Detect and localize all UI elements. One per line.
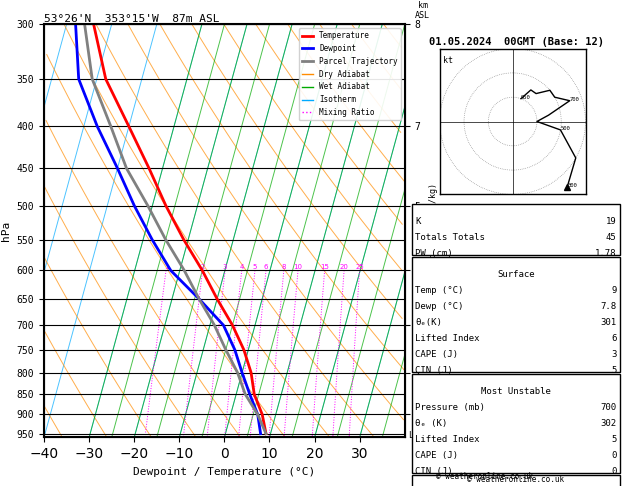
Text: 9: 9 (611, 286, 616, 295)
Text: PW (cm): PW (cm) (415, 249, 453, 258)
Text: © weatheronline.co.uk: © weatheronline.co.uk (436, 472, 533, 481)
Text: 20: 20 (340, 264, 348, 271)
Legend: Temperature, Dewpoint, Parcel Trajectory, Dry Adiabat, Wet Adiabat, Isotherm, Mi: Temperature, Dewpoint, Parcel Trajectory… (299, 28, 401, 120)
Text: 01.05.2024  00GMT (Base: 12): 01.05.2024 00GMT (Base: 12) (429, 37, 604, 47)
Text: Surface: Surface (497, 270, 535, 279)
Text: 3: 3 (223, 264, 227, 271)
Text: Most Unstable: Most Unstable (481, 387, 551, 396)
Text: 19: 19 (606, 217, 616, 226)
Text: 950: 950 (521, 95, 531, 100)
Text: 5: 5 (253, 264, 257, 271)
Text: CIN (J): CIN (J) (415, 366, 453, 375)
Text: 25: 25 (355, 264, 364, 271)
Y-axis label: hPa: hPa (1, 221, 11, 241)
Text: 4: 4 (240, 264, 244, 271)
Text: 7.8: 7.8 (600, 302, 616, 311)
Text: 0: 0 (611, 467, 616, 476)
Text: 8: 8 (282, 264, 286, 271)
Text: 6: 6 (264, 264, 268, 271)
Text: 45: 45 (606, 233, 616, 242)
Text: 301: 301 (600, 318, 616, 327)
Text: 700: 700 (570, 97, 579, 102)
Text: 2: 2 (200, 264, 204, 271)
Text: 0: 0 (611, 451, 616, 460)
Text: Temp (°C): Temp (°C) (415, 286, 464, 295)
Text: 1: 1 (164, 264, 168, 271)
Text: θₑ(K): θₑ(K) (415, 318, 442, 327)
X-axis label: Dewpoint / Temperature (°C): Dewpoint / Temperature (°C) (133, 467, 316, 477)
Text: 10: 10 (294, 264, 303, 271)
Text: 500: 500 (560, 126, 571, 131)
Text: Totals Totals: Totals Totals (415, 233, 485, 242)
Text: θₑ (K): θₑ (K) (415, 419, 447, 428)
Text: 3: 3 (611, 350, 616, 359)
Text: kt: kt (443, 56, 453, 65)
Text: 6: 6 (611, 334, 616, 343)
Text: 1.78: 1.78 (595, 249, 616, 258)
Text: Lifted Index: Lifted Index (415, 435, 480, 444)
Text: km
ASL: km ASL (415, 1, 430, 20)
Text: 5: 5 (611, 366, 616, 375)
Text: 302: 302 (600, 419, 616, 428)
Text: 300: 300 (567, 183, 577, 188)
Text: 700: 700 (600, 403, 616, 412)
Text: 5: 5 (611, 435, 616, 444)
Text: Pressure (mb): Pressure (mb) (415, 403, 485, 412)
Text: CIN (J): CIN (J) (415, 467, 453, 476)
Text: CAPE (J): CAPE (J) (415, 451, 458, 460)
Text: Mixing Ratio (g/kg): Mixing Ratio (g/kg) (429, 183, 438, 278)
Text: LCL: LCL (408, 431, 423, 440)
Text: K: K (415, 217, 421, 226)
Text: Dewp (°C): Dewp (°C) (415, 302, 464, 311)
Text: Lifted Index: Lifted Index (415, 334, 480, 343)
Text: CAPE (J): CAPE (J) (415, 350, 458, 359)
Text: 53°26'N  353°15'W  87m ASL: 53°26'N 353°15'W 87m ASL (44, 14, 220, 23)
Text: © weatheronline.co.uk: © weatheronline.co.uk (467, 474, 564, 484)
Text: 15: 15 (320, 264, 329, 271)
